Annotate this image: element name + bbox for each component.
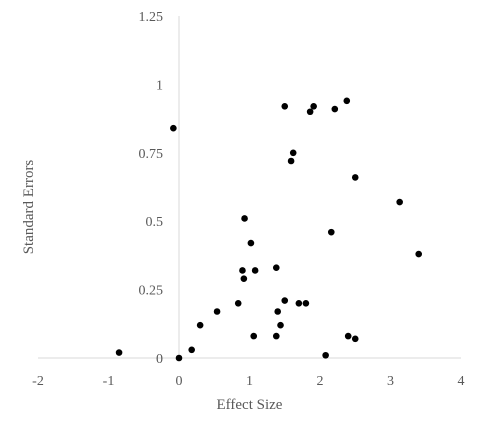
data-point	[281, 297, 289, 304]
axes	[38, 16, 461, 359]
x-axis-title: Effect Size	[217, 397, 283, 413]
data-point	[351, 335, 359, 343]
y-axis-title: Standard Errors	[21, 160, 37, 255]
data-point	[343, 97, 351, 105]
data-point	[322, 351, 329, 359]
x-tick-label: 1	[246, 374, 253, 389]
data-point	[251, 267, 259, 274]
data-point	[327, 228, 335, 236]
data-point	[272, 332, 280, 340]
data-point	[281, 102, 289, 110]
x-tick-label: -1	[103, 374, 115, 389]
data-point	[272, 264, 280, 272]
y-tick-label: 1	[156, 78, 163, 93]
y-tick-label: 0.25	[139, 284, 164, 299]
data-point	[240, 275, 248, 282]
data-point	[295, 299, 303, 307]
y-tick-label: 0.5	[146, 215, 164, 230]
y-tick-labels: 0 0.25 0.5 0.75 1 1.25	[139, 10, 164, 367]
x-tick-label: 3	[387, 374, 394, 389]
data-point	[331, 105, 339, 113]
data-point	[274, 308, 282, 315]
x-tick-label: -2	[32, 374, 44, 389]
y-tick-label: 0.75	[139, 147, 164, 162]
data-point	[277, 321, 284, 329]
data-point	[415, 250, 423, 258]
data-point	[188, 346, 195, 354]
data-point	[115, 349, 123, 356]
data-point	[351, 174, 359, 181]
data-point	[247, 239, 255, 247]
data-point	[287, 157, 295, 165]
data-point	[302, 299, 310, 307]
x-tick-label: 0	[176, 374, 183, 389]
x-tick-label: 2	[317, 374, 324, 389]
data-point	[196, 321, 204, 329]
data-point	[175, 354, 183, 362]
data-point	[241, 215, 248, 222]
data-point	[170, 124, 177, 132]
y-tick-label: 0	[156, 352, 163, 367]
data-point	[234, 299, 242, 307]
data-point	[289, 149, 297, 157]
data-point	[213, 308, 221, 315]
data-point	[310, 102, 317, 110]
data-point	[396, 198, 403, 206]
data-point	[250, 332, 258, 340]
data-point	[239, 267, 246, 274]
y-tick-label: 1.25	[139, 10, 164, 25]
data-point	[306, 108, 314, 116]
data-points	[115, 97, 423, 362]
data-point	[344, 332, 352, 340]
x-tick-labels: -2 -1 0 1 2 3 4	[32, 374, 464, 389]
x-tick-label: 4	[458, 374, 465, 389]
